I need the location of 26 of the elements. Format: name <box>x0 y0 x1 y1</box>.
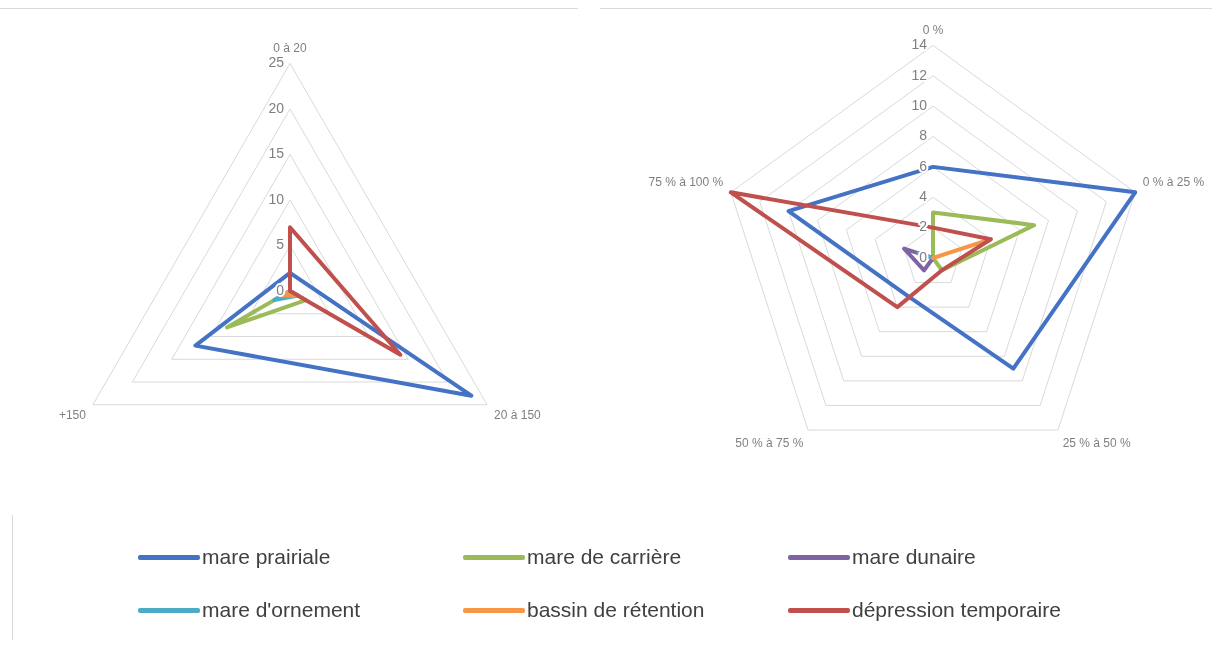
y-tick-label: 5 <box>276 236 285 253</box>
spoke-label: +150 <box>58 408 87 423</box>
spoke-label: 20 à 150 <box>494 408 542 423</box>
y-tick-label: 25 <box>268 54 285 71</box>
spoke-label: 25 % à 50 % <box>1062 435 1132 450</box>
spoke-label: 0 % à 25 % <box>1142 174 1205 189</box>
y-tick-label: 15 <box>268 145 285 162</box>
y-tick-label: 4 <box>919 188 928 205</box>
legend-label: mare dunaire <box>852 545 976 569</box>
y-tick-label: 2 <box>919 218 928 235</box>
legend-label: bassin de rétention <box>527 598 705 622</box>
spoke-label: 50 % à 75 % <box>735 435 804 450</box>
y-tick-label: 12 <box>911 66 928 83</box>
y-tick-label: 10 <box>911 97 928 113</box>
legend-label: dépression temporaire <box>852 598 1061 622</box>
y-tick-label: 10 <box>268 190 285 207</box>
legend-label: mare d'ornement <box>202 598 361 622</box>
spoke-label: 75 % à 100 % <box>648 174 724 189</box>
legend-label: mare de carrière <box>527 545 682 569</box>
legend-label: mare prairiale <box>202 545 331 569</box>
y-tick-label: 14 <box>911 36 928 53</box>
y-tick-label: 0 <box>276 281 285 298</box>
y-tick-label: 20 <box>268 99 285 116</box>
spoke-label: 0 à 20 <box>273 40 307 55</box>
y-tick-label: 8 <box>919 127 928 144</box>
spoke-label: 0 % <box>922 22 944 37</box>
